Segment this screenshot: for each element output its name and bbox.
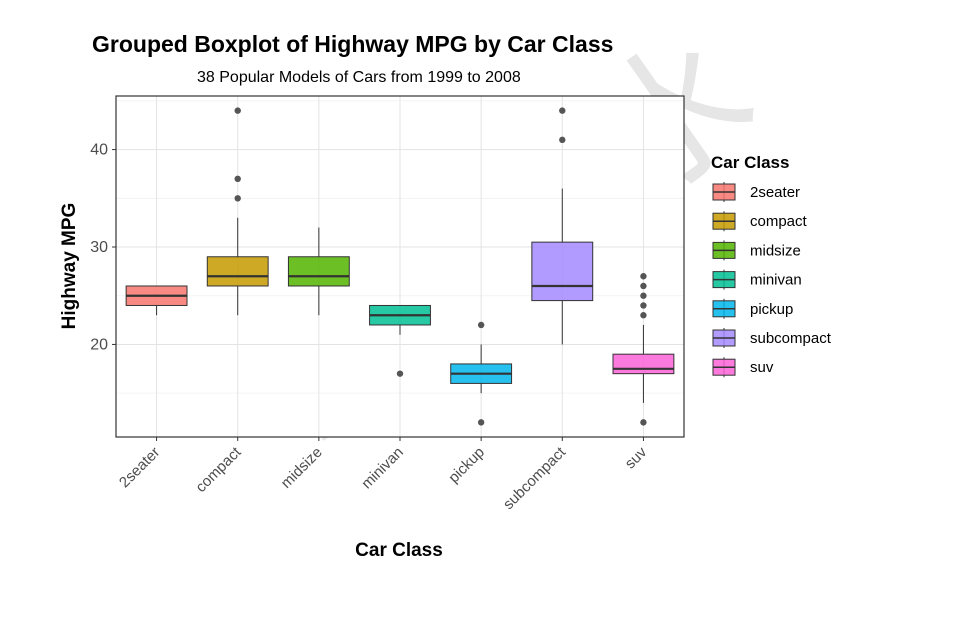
legend-key-pickup (712, 298, 736, 319)
legend: Car Class 2seater compact midsize minivan pi… (711, 153, 832, 378)
legend-label-midsize: midsize (750, 242, 801, 259)
x-tick-label-pickup: pickup (445, 444, 488, 487)
outlier-point (640, 419, 647, 426)
legend-title: Car Class (711, 153, 789, 172)
boxes (125, 107, 675, 426)
x-axis: 2seater compact midsize minivan pickup subcom… (116, 437, 651, 513)
y-axis: 20 30 40 (90, 142, 116, 353)
grid-lines (116, 96, 684, 437)
legend-key-compact (712, 211, 736, 232)
outlier-point (234, 175, 241, 183)
x-tick-label-compact: compact (192, 443, 245, 496)
y-tick-label: 40 (90, 142, 108, 159)
box-compact (206, 107, 269, 316)
outlier-point (559, 136, 566, 144)
x-tick-label-minivan: minivan (358, 444, 407, 493)
outlier-point (234, 195, 241, 202)
box-body (612, 353, 675, 375)
chart-subtitle: 38 Popular Models of Cars from 1999 to 2… (197, 69, 521, 86)
outlier-point (640, 312, 647, 319)
box-minivan (369, 304, 431, 377)
y-tick-label: 20 (90, 336, 108, 353)
box-pickup (450, 321, 513, 426)
outlier-point (640, 292, 647, 299)
y-tick-label: 30 (90, 239, 108, 256)
chart-title: Grouped Boxplot of Highway MPG by Car Cl… (92, 31, 613, 57)
legend-key-midsize (712, 240, 736, 261)
box-midsize (287, 227, 350, 316)
box-2seater (125, 285, 188, 316)
legend-label-subcompact: subcompact (750, 330, 832, 347)
legend-key-subcompact (712, 328, 736, 348)
x-tick-label-2seater: 2seater (116, 444, 163, 491)
x-tick-label-subcompact: subcompact (500, 443, 570, 513)
legend-label-2seater: 2seater (750, 184, 800, 201)
legend-label-compact: compact (750, 213, 808, 230)
legend-key-suv (712, 357, 736, 378)
box-body (531, 241, 594, 302)
outlier-point (559, 107, 566, 114)
outlier-point (477, 419, 485, 426)
legend-label-minivan: minivan (750, 272, 802, 289)
box-body (206, 256, 269, 287)
y-axis-title: Highway MPG (59, 203, 80, 330)
outlier-point (640, 273, 647, 280)
x-axis-title: Car Class (355, 540, 443, 561)
legend-label-suv: suv (750, 359, 774, 376)
legend-label-pickup: pickup (750, 301, 793, 318)
legend-key-2seater (712, 182, 736, 202)
outlier-point (477, 321, 485, 329)
x-tick-label-suv: suv (622, 443, 651, 472)
outlier-point (640, 282, 647, 290)
legend-key-minivan (712, 269, 736, 290)
outlier-point (396, 370, 404, 377)
outlier-point (640, 302, 647, 309)
outlier-point (234, 107, 241, 114)
box-body (287, 256, 350, 287)
box-subcompact (531, 107, 594, 345)
box-suv (612, 273, 675, 426)
